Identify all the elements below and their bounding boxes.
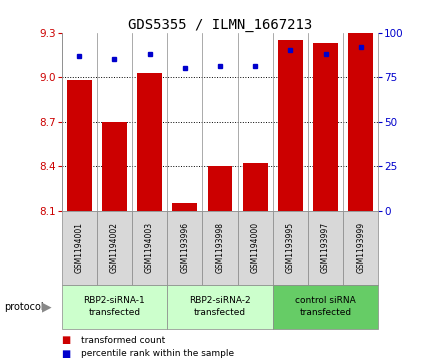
- Bar: [97, 211, 132, 285]
- Bar: [102, 122, 127, 211]
- Text: RBP2-siRNA-2
transfected: RBP2-siRNA-2 transfected: [189, 296, 251, 317]
- Bar: [167, 285, 273, 329]
- Text: GSM1194002: GSM1194002: [110, 222, 119, 273]
- Text: GSM1193997: GSM1193997: [321, 222, 330, 273]
- Bar: [278, 40, 303, 211]
- Bar: [208, 166, 232, 211]
- Text: control siRNA
transfected: control siRNA transfected: [295, 296, 356, 317]
- Bar: [67, 80, 92, 211]
- Bar: [273, 285, 378, 329]
- Bar: [273, 211, 308, 285]
- Text: GSM1193995: GSM1193995: [286, 222, 295, 273]
- Bar: [132, 211, 167, 285]
- Bar: [172, 203, 197, 211]
- Text: GSM1193999: GSM1193999: [356, 222, 365, 273]
- Text: GSM1194003: GSM1194003: [145, 222, 154, 273]
- Text: GSM1193996: GSM1193996: [180, 222, 189, 273]
- Bar: [167, 211, 202, 285]
- Text: GSM1194000: GSM1194000: [251, 222, 260, 273]
- Bar: [238, 211, 273, 285]
- Bar: [348, 33, 373, 211]
- Bar: [62, 211, 97, 285]
- Bar: [62, 285, 167, 329]
- Bar: [313, 43, 338, 211]
- Text: percentile rank within the sample: percentile rank within the sample: [81, 350, 235, 358]
- Bar: [137, 73, 162, 211]
- Bar: [308, 211, 343, 285]
- Text: ▶: ▶: [42, 300, 51, 313]
- Text: ■: ■: [62, 335, 71, 346]
- Bar: [343, 211, 378, 285]
- Bar: [202, 211, 238, 285]
- Text: RBP2-siRNA-1
transfected: RBP2-siRNA-1 transfected: [84, 296, 145, 317]
- Bar: [243, 163, 268, 211]
- Text: GSM1193998: GSM1193998: [216, 222, 224, 273]
- Text: GSM1194001: GSM1194001: [75, 222, 84, 273]
- Title: GDS5355 / ILMN_1667213: GDS5355 / ILMN_1667213: [128, 18, 312, 32]
- Text: ■: ■: [62, 349, 71, 359]
- Text: protocol: protocol: [4, 302, 44, 312]
- Text: transformed count: transformed count: [81, 336, 165, 345]
